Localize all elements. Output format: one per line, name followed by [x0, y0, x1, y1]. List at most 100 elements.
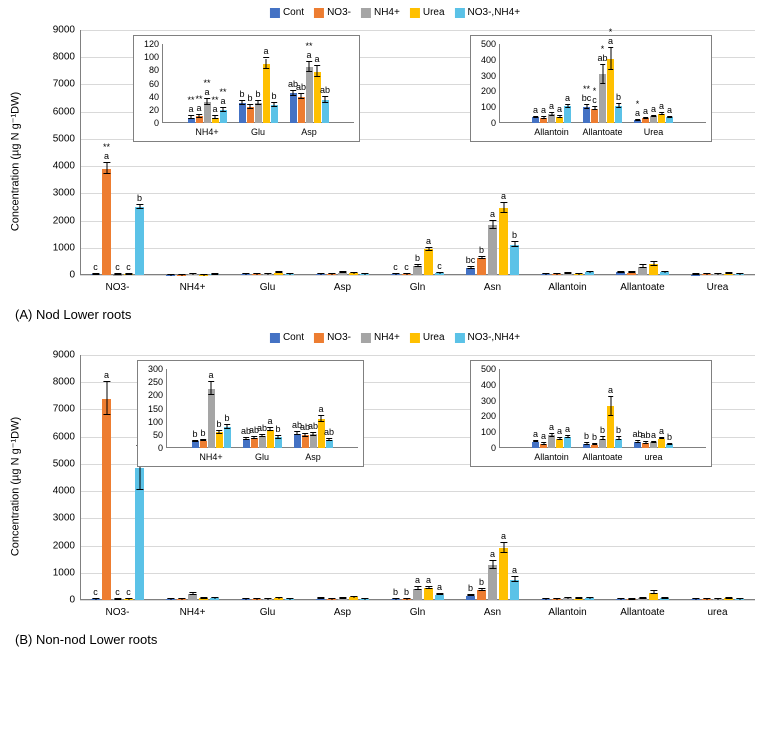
panel-b: ContNO3-NH4+UreaNO3-,NH4+010002000300040… — [5, 330, 765, 647]
error-cap — [318, 415, 324, 416]
error-cap — [584, 108, 590, 109]
error-cap — [667, 117, 673, 118]
significance-label: a — [549, 102, 554, 111]
x-category-label: Allantoate — [620, 607, 664, 618]
error-cap — [414, 586, 421, 587]
error-cap — [328, 273, 335, 274]
error-cap — [436, 594, 443, 595]
error-cap — [714, 273, 721, 274]
error-cap — [290, 90, 296, 91]
bar — [316, 599, 325, 600]
bar — [510, 580, 519, 600]
significance-label: **a — [203, 79, 210, 97]
significance-label: c — [126, 263, 131, 272]
error-cap — [500, 202, 507, 203]
error-cap — [592, 106, 598, 107]
bar — [192, 441, 199, 448]
error-cap — [628, 272, 635, 273]
bar — [642, 118, 649, 123]
error-cap — [489, 568, 496, 569]
significance-label: a — [667, 106, 672, 115]
y-tick-label: 5000 — [40, 458, 75, 469]
error-cap — [200, 598, 207, 599]
x-category-label: NH4+ — [199, 452, 222, 462]
error-cap — [361, 273, 368, 274]
legend-item: NO3-,NH4+ — [455, 7, 521, 18]
error-cap — [565, 437, 571, 438]
significance-label: a — [490, 210, 495, 219]
error-cap — [542, 598, 549, 599]
error-cap — [511, 581, 518, 582]
error-cap — [600, 439, 606, 440]
error-cap — [247, 104, 253, 105]
error-cap — [216, 430, 222, 431]
bar — [267, 430, 274, 448]
chart-a: ContNO3-NH4+UreaNO3-,NH4+010002000300040… — [25, 5, 765, 305]
error-cap — [302, 433, 308, 434]
significance-label: c — [93, 588, 98, 597]
bar — [298, 97, 305, 123]
significance-label: ab — [640, 431, 650, 440]
x-category-label: Asp — [334, 282, 351, 293]
error-cap — [549, 433, 555, 434]
bar — [263, 274, 272, 275]
error-cap — [500, 542, 507, 543]
significance-label: ab — [308, 422, 318, 431]
error-cap — [125, 274, 132, 275]
legend: ContNO3-NH4+UreaNO3-,NH4+ — [270, 332, 520, 343]
bar — [660, 598, 669, 600]
error-cap — [600, 83, 606, 84]
significance-label: c — [404, 263, 409, 272]
error-cap — [114, 274, 121, 275]
error-cap — [271, 102, 277, 103]
significance-label: a — [557, 427, 562, 436]
bar — [259, 436, 266, 448]
significance-label: a — [565, 425, 570, 434]
error-cap — [103, 162, 110, 163]
bar — [188, 274, 197, 275]
legend-label: Urea — [423, 7, 445, 18]
significance-label: b — [479, 246, 484, 255]
error-cap — [557, 437, 563, 438]
error-cap — [725, 598, 732, 599]
error-cap — [326, 438, 332, 439]
bar — [306, 67, 313, 123]
significance-label: a — [490, 550, 495, 559]
error-cap — [616, 439, 622, 440]
significance-label: b — [255, 90, 260, 99]
error-cap — [178, 598, 185, 599]
bar — [402, 599, 411, 600]
significance-label: b — [479, 578, 484, 587]
inset-plot: 0100200300400500AllantoinaaaaaAllantoate… — [499, 44, 706, 123]
error-cap — [328, 598, 335, 599]
legend: ContNO3-NH4+UreaNO3-,NH4+ — [270, 7, 520, 18]
legend-swatch — [361, 333, 371, 343]
legend-swatch — [314, 333, 324, 343]
error-cap — [549, 115, 555, 116]
significance-label: **a — [219, 88, 226, 106]
bar — [563, 598, 572, 600]
error-cap — [436, 272, 443, 273]
error-cap — [541, 444, 547, 445]
error-cap — [211, 597, 218, 598]
x-category-label: Urea — [707, 282, 729, 293]
bar — [285, 274, 294, 275]
error-cap — [136, 208, 143, 209]
error-cap — [114, 599, 121, 600]
error-cap — [242, 273, 249, 274]
y-tick-label: 2000 — [40, 215, 75, 226]
y-tick-label: 300 — [473, 71, 496, 81]
significance-label: c — [393, 263, 398, 272]
bar — [574, 274, 583, 275]
legend-swatch — [410, 8, 420, 18]
significance-label: a — [541, 432, 546, 441]
y-tick-label: 5000 — [40, 133, 75, 144]
bar — [634, 442, 641, 448]
y-tick-label: 9000 — [40, 25, 75, 36]
bar — [658, 114, 665, 123]
significance-label: a — [533, 106, 538, 115]
error-cap — [667, 444, 673, 445]
error-cap — [635, 120, 641, 121]
bar — [326, 440, 333, 448]
error-cap — [467, 595, 474, 596]
